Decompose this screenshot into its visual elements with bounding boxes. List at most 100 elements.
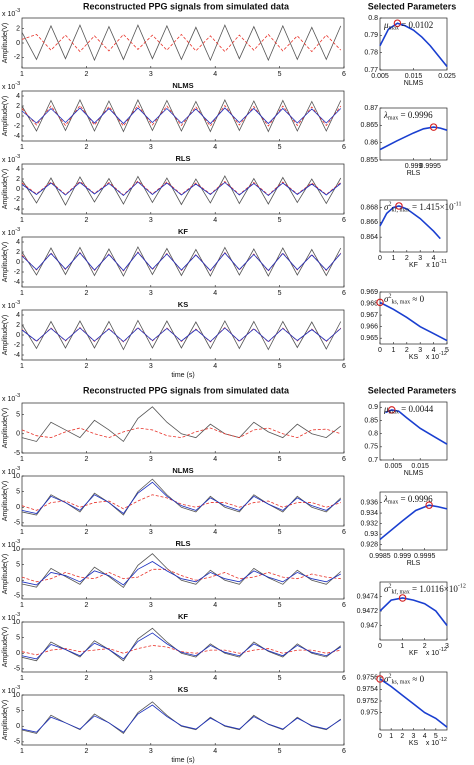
y-axis-label: Amplitude(V) (2, 408, 9, 448)
y-tick-label: 10 (12, 546, 20, 553)
y-tick-label: 0.93 (364, 531, 378, 538)
y-tick-label: -2 (14, 342, 20, 349)
y-tick-label: 0.866 (360, 219, 378, 226)
x-tick-label: 6 (342, 748, 346, 755)
x-tick-label: 0 (378, 643, 382, 650)
y-tick-label: 0 (16, 259, 20, 266)
x-tick-label: 3 (412, 733, 416, 740)
annotation-part: ≈ 0 (410, 674, 424, 684)
y-tick-label: 5 (16, 411, 20, 418)
x-tick-label: 2 (84, 217, 88, 224)
plot-frame (21, 163, 345, 215)
x-tick-label: 4 (213, 217, 217, 224)
optimum-marker (429, 123, 438, 131)
x-tick-label: 6 (342, 456, 346, 463)
parameter-annotation: σ2kf, max = 1.415×10-11 (384, 202, 461, 214)
x-tick-label: 5 (278, 675, 282, 682)
annotation-part: μ (383, 20, 389, 30)
x-tick-label: 4 (213, 529, 217, 536)
annotation-part: max (388, 116, 398, 122)
x-tick-label: 1 (20, 71, 24, 78)
x-tick-label: 5 (278, 602, 282, 609)
multiplier-base: x 10 (426, 354, 439, 361)
x-tick-label: 6 (342, 529, 346, 536)
y-tick-label: 0 (16, 723, 20, 730)
x-tick-label: 5 (278, 290, 282, 297)
y-tick-label: 0.934 (360, 510, 378, 517)
x-axis-label: time (s) (171, 757, 194, 764)
x-tick-label: 4 (432, 347, 436, 354)
y-tick-label: 0 (16, 40, 20, 47)
signal-line (21, 180, 342, 196)
y-axis-label: Amplitude(V) (2, 481, 9, 521)
signal-line (21, 406, 342, 443)
axis-multiplier: x 10-3 (2, 154, 20, 163)
annotation-part: λ (383, 494, 388, 504)
y-axis-label: Amplitude(V) (2, 700, 9, 740)
annotation-part: = 0.9996 (398, 110, 433, 120)
y-tick-label: 0 (16, 504, 20, 511)
y-tick-label: 0.9756 (357, 675, 379, 682)
parameter-curve (379, 205, 441, 240)
x-tick-label: 6 (342, 363, 346, 370)
x-tick-label: 1 (20, 290, 24, 297)
x-tick-label: 0.9985 (369, 553, 391, 560)
signal-line (21, 99, 342, 133)
optimum-marker (376, 675, 384, 683)
x-tick-label: 5 (434, 733, 438, 740)
annotation-part: = 0.0044 (399, 404, 434, 414)
panel-title: KF (178, 227, 188, 236)
multiplier-exp: -3 (15, 8, 20, 14)
parameter-curve (379, 597, 448, 626)
section-title: Reconstructed PPG signals from simulated… (83, 1, 290, 11)
y-tick-label: 0.9754 (357, 686, 379, 693)
y-tick-label: -5 (14, 666, 20, 673)
axis-multiplier: x 10-12 (426, 351, 447, 360)
x-tick-label: 0 (378, 733, 382, 740)
y-tick-label: 4 (16, 166, 20, 173)
annotation-part: max (389, 410, 399, 416)
y-tick-label: 0.947 (360, 622, 378, 629)
x-tick-label: 6 (342, 602, 346, 609)
signal-line (21, 627, 342, 662)
section-title: Selected Parameters (368, 1, 457, 11)
x-tick-label: 2 (84, 675, 88, 682)
multiplier-base: x 10 (2, 615, 15, 622)
panel-title: RLS (176, 154, 191, 163)
y-tick-label: 0 (16, 577, 20, 584)
x-tick-label: 5 (278, 71, 282, 78)
y-tick-label: 0.936 (360, 499, 378, 506)
axis-multiplier: x 10-3 (2, 393, 20, 402)
y-tick-label: -2 (14, 196, 20, 203)
annotation-part: = 1.0116×10 (410, 584, 459, 594)
x-tick-label: 5 (278, 217, 282, 224)
annotation-part: = 0.0102 (399, 20, 433, 30)
y-tick-label: 0.8 (368, 430, 378, 437)
signal-line (21, 24, 342, 62)
y-tick-label: 0.9 (368, 404, 378, 411)
y-tick-label: 0.9474 (357, 593, 379, 600)
x-tick-label: 4 (213, 71, 217, 78)
x-tick-label: 2 (423, 643, 427, 650)
x-tick-label: 1 (20, 748, 24, 755)
x-axis-label: RLS (407, 560, 421, 567)
y-tick-label: 0.966 (360, 324, 378, 331)
x-tick-label: 6 (342, 144, 346, 151)
x-tick-label: 6 (342, 217, 346, 224)
x-tick-label: 0.025 (438, 73, 456, 80)
x-tick-label: 1 (20, 456, 24, 463)
x-tick-label: 1 (389, 733, 393, 740)
multiplier-base: x 10 (2, 230, 15, 237)
y-tick-label: 0.9752 (357, 698, 379, 705)
x-tick-label: 0.9995 (420, 163, 442, 170)
y-tick-label: 0.77 (364, 67, 378, 74)
parameter-curve (379, 22, 448, 68)
x-tick-label: 6 (342, 290, 346, 297)
x-tick-label: 2 (400, 733, 404, 740)
plot-frame (379, 491, 448, 551)
y-tick-label: 0.7 (368, 457, 378, 464)
x-tick-label: 3 (445, 643, 449, 650)
y-tick-label: 0.87 (364, 105, 378, 112)
parameter-annotation: μmax = 0.0102 (383, 20, 433, 32)
multiplier-base: x 10 (2, 688, 15, 695)
